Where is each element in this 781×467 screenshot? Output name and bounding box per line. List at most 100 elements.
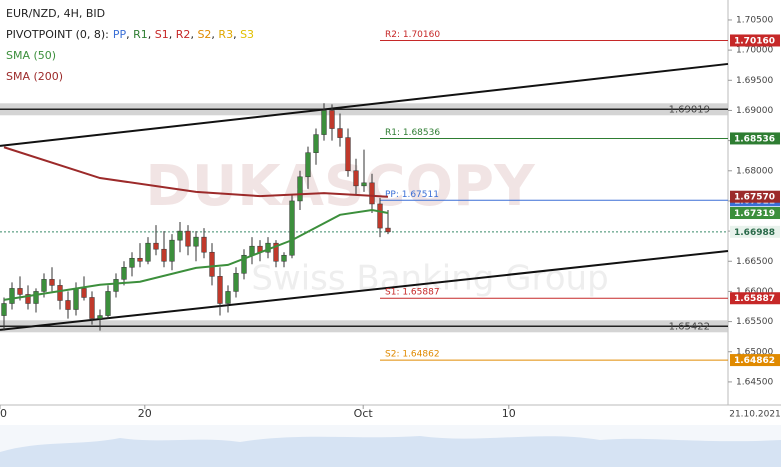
candle-body (281, 254, 287, 262)
price-box-label: 1.66988 (734, 228, 775, 238)
candle-body (1, 303, 7, 316)
candle-body (201, 236, 207, 253)
candle-body (177, 230, 183, 241)
candle-body (33, 291, 39, 304)
candle-body (121, 267, 127, 280)
candle-body (353, 170, 359, 187)
candle-body (49, 279, 55, 286)
price-box-label: 1.68536 (734, 134, 775, 144)
candle-body (297, 176, 303, 202)
pivot-label: R2: 1.70160 (385, 30, 440, 40)
indicator-item: S3 (240, 28, 254, 41)
navigator-area (0, 436, 781, 467)
y-tick-label: 1.66000 (736, 287, 773, 297)
x-tick-label: 10 (502, 407, 516, 420)
x-tick-label: 20 (138, 407, 152, 420)
y-tick-label: 1.66500 (736, 257, 773, 267)
candle-body (137, 257, 143, 262)
legend-entry: SMA (200) (6, 70, 63, 83)
candle-body (289, 200, 295, 256)
pivot-label: R1: 1.68536 (385, 128, 440, 138)
candle-body (57, 285, 63, 301)
price-box-label: 1.64862 (734, 356, 775, 366)
watermark: Swiss Banking Group (251, 259, 608, 299)
candle-body (161, 248, 167, 262)
candle-body (345, 137, 351, 172)
pivot-label: S2: 1.64862 (385, 350, 440, 360)
watermark: DUKASCOPY (145, 154, 536, 219)
pivot-label: PP: 1.67511 (385, 190, 439, 200)
chart-title: EUR/NZD, 4H, BID (6, 7, 105, 20)
candle-body (17, 288, 23, 295)
x-tick-label: 30 (0, 407, 7, 420)
candle-body (81, 288, 87, 298)
candle-body (185, 230, 191, 247)
candle-body (361, 182, 367, 187)
candle-body (169, 239, 175, 262)
date-label: 21.10.2021 (729, 410, 781, 420)
candle-body (369, 182, 375, 205)
sma-line (3, 146, 389, 198)
y-tick-label: 1.65000 (736, 347, 773, 357)
candle-body (25, 294, 31, 304)
trendline (0, 249, 729, 331)
candle-body (89, 297, 95, 319)
candle-body (193, 236, 199, 247)
indicator-title: PIVOTPOINT (0, 8): (6, 28, 109, 41)
y-tick-label: 1.65500 (736, 317, 773, 327)
price-box (730, 225, 780, 238)
candle-body (377, 203, 383, 229)
price-box (730, 34, 780, 47)
candle-body (97, 315, 103, 319)
indicator-item: S2 (197, 28, 211, 41)
price-box (730, 190, 780, 203)
indicator-item: R3 (218, 28, 233, 41)
candle-body (273, 242, 279, 262)
candle-body (305, 152, 311, 178)
sma-line (3, 208, 389, 301)
trendline (0, 62, 729, 147)
indicator-legend: PIVOTPOINT (0, 8): PP, R1, S1, R2, S2, R3… (6, 28, 254, 41)
candle-body (233, 273, 239, 292)
zone-label: 1.69019 (669, 104, 710, 115)
price-box (730, 132, 780, 145)
candle-body (65, 300, 71, 310)
x-tick-label: Oct (354, 407, 374, 420)
candle-body (241, 254, 247, 274)
y-tick-label: 1.68000 (736, 166, 773, 176)
legend-entry: SMA (50) (6, 49, 56, 62)
price-box (730, 207, 780, 220)
candle-body (313, 134, 319, 153)
candle-body (209, 251, 215, 277)
candle-body (337, 128, 343, 138)
candle-body (145, 242, 151, 262)
plot: 1.69019 1.65422 R2: 1.70160 R1: 1.68536 PP: … (0, 30, 729, 361)
price-box (730, 292, 780, 305)
candle-body (9, 288, 15, 304)
candle-body (41, 279, 47, 292)
indicator-item: PP (113, 28, 127, 41)
candle-body (385, 227, 391, 233)
candle-body (329, 110, 335, 129)
indicator-item: R1 (133, 28, 148, 41)
y-tick-label: 1.70000 (736, 46, 773, 56)
candle-body (225, 291, 231, 304)
candle-body (217, 276, 223, 304)
candle-body (73, 288, 79, 310)
candle-body (113, 279, 119, 292)
y-tick-label: 1.69500 (736, 76, 773, 86)
y-tick-label: 1.70500 (736, 15, 773, 25)
y-tick-label: 1.69000 (736, 106, 773, 116)
candle-body (321, 110, 327, 135)
price-box-label: 1.70160 (734, 36, 775, 46)
pivot-label: S1: 1.65887 (385, 288, 440, 298)
indicator-item: S1 (155, 28, 169, 41)
candle-body (249, 245, 255, 256)
candle-body (105, 291, 111, 316)
price-box (730, 354, 780, 367)
y-tick-label: 1.64500 (736, 377, 773, 387)
candle-body (153, 242, 159, 250)
zone-label: 1.65422 (669, 321, 710, 332)
